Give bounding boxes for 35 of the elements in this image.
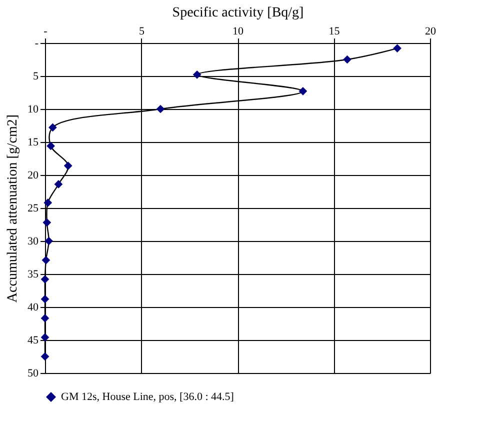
point (48, 123, 57, 132)
point (40, 352, 50, 361)
point (156, 104, 165, 114)
point (46, 142, 55, 150)
x-tick-label: 15 (328, 26, 340, 38)
legend-label: GM 12s, House Line, pos, [36.0 : 44.5] (61, 391, 234, 403)
y-tick-label: 40 (28, 302, 39, 314)
y-tick-label: 15 (28, 136, 39, 148)
y-tick-label: 25 (28, 202, 39, 214)
point (343, 55, 352, 64)
x-tick-label: 10 (232, 26, 244, 38)
point (54, 180, 63, 188)
point (40, 314, 50, 322)
point (42, 256, 50, 264)
point (40, 294, 50, 304)
y-tick-label: 30 (28, 236, 39, 248)
point (192, 70, 202, 79)
point (44, 198, 52, 207)
point (393, 44, 402, 52)
y-tick-label: 20 (28, 170, 39, 182)
x-tick-label: - (44, 26, 48, 38)
y-tick-label: 5 (33, 70, 39, 82)
x-tick-label: 20 (425, 26, 436, 38)
x-axis-title: Specific activity [Bq/g] (172, 6, 304, 20)
y-tick-label: 50 (28, 368, 39, 380)
y-tick-label: 35 (28, 268, 39, 280)
x-tick-label: 5 (139, 26, 145, 38)
y-tick-label: 10 (28, 104, 39, 116)
point (42, 218, 52, 227)
y-tick-label: - (34, 38, 39, 50)
point (298, 86, 308, 96)
point (44, 236, 54, 246)
point (64, 162, 72, 170)
y-axis-title: Accumulated attenuation [g/cm2] (6, 114, 20, 303)
y-tick-label: 45 (28, 334, 39, 346)
